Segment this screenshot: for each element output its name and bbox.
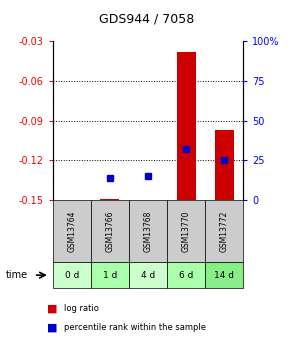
Text: GSM13772: GSM13772: [220, 210, 229, 252]
Text: GSM13766: GSM13766: [105, 210, 114, 252]
Text: percentile rank within the sample: percentile rank within the sample: [64, 323, 207, 332]
Text: GSM13770: GSM13770: [182, 210, 190, 252]
Text: 0 d: 0 d: [64, 270, 79, 280]
Text: GDS944 / 7058: GDS944 / 7058: [99, 12, 194, 25]
Bar: [215, 130, 234, 200]
Text: GSM13768: GSM13768: [144, 210, 152, 252]
Text: 4 d: 4 d: [141, 270, 155, 280]
Text: log ratio: log ratio: [64, 304, 99, 313]
Text: 1 d: 1 d: [103, 270, 117, 280]
Text: time: time: [6, 270, 28, 280]
Bar: [100, 199, 120, 200]
Text: ■: ■: [47, 304, 57, 314]
Text: 6 d: 6 d: [179, 270, 193, 280]
Bar: [62, 200, 81, 201]
Text: ■: ■: [47, 323, 57, 333]
Bar: [177, 52, 196, 200]
Text: GSM13764: GSM13764: [67, 210, 76, 252]
Text: 14 d: 14 d: [214, 270, 234, 280]
